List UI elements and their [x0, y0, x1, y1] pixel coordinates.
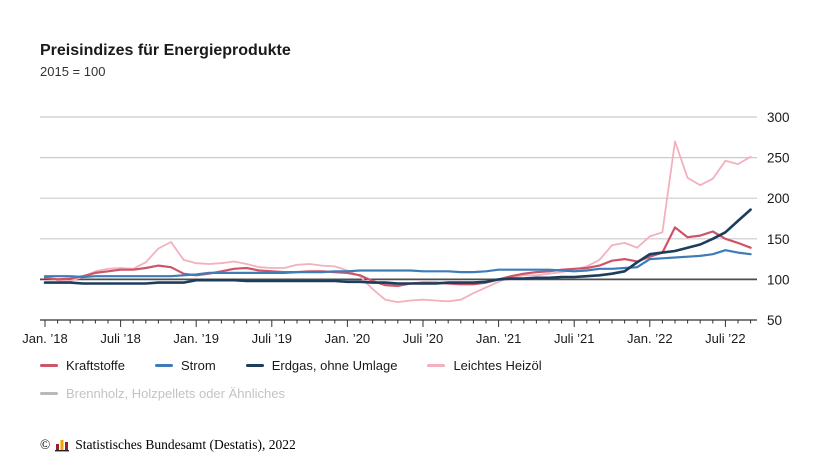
svg-text:250: 250 — [767, 151, 790, 166]
legend-swatch — [40, 364, 58, 367]
copyright-symbol: © — [40, 437, 51, 452]
svg-text:Jan. ’21: Jan. ’21 — [476, 331, 522, 346]
legend-label: Leichtes Heizöl — [453, 358, 542, 373]
series-line-1 — [43, 249, 752, 279]
series-line-0 — [43, 226, 752, 287]
legend-label: Brennholz, Holzpellets oder Ähnliches — [66, 386, 285, 401]
svg-text:Juli ’18: Juli ’18 — [100, 331, 140, 346]
legend-swatch — [40, 392, 58, 395]
copyright-note: © Statistisches Bundesamt (Destatis), 20… — [40, 437, 296, 453]
legend-swatch — [155, 364, 174, 367]
legend-swatch — [245, 364, 264, 367]
series-line-3 — [44, 140, 752, 304]
svg-text:Jan. ’20: Jan. ’20 — [325, 331, 371, 346]
svg-text:50: 50 — [767, 313, 782, 328]
chart-title: Preisindizes für Energieprodukte — [40, 42, 291, 59]
svg-text:150: 150 — [767, 232, 790, 247]
svg-text:200: 200 — [767, 191, 790, 206]
chart-legend-row-1: Kraftstoffe Strom Erdgas, ohne Umlage Leich… — [40, 358, 572, 373]
legend-label: Strom — [181, 358, 216, 373]
svg-text:300: 300 — [767, 110, 790, 125]
svg-text:Juli ’22: Juli ’22 — [705, 331, 745, 346]
series-line-2 — [43, 208, 752, 285]
svg-text:Jan. ’19: Jan. ’19 — [173, 331, 219, 346]
legend-item-4[interactable]: Brennholz, Holzpellets oder Ähnliches — [40, 386, 285, 401]
legend-label: Erdgas, ohne Umlage — [271, 358, 398, 373]
svg-text:Juli ’19: Juli ’19 — [252, 331, 292, 346]
footer-text: Statistisches Bundesamt (Destatis), 2022 — [75, 437, 296, 452]
svg-text:Jan. ’18: Jan. ’18 — [22, 331, 68, 346]
legend-item-3[interactable]: Leichtes Heizöl — [427, 358, 542, 373]
destatis-logo-icon — [55, 439, 70, 452]
svg-text:Juli ’20: Juli ’20 — [403, 331, 443, 346]
legend-item-0[interactable]: Kraftstoffe — [40, 358, 125, 373]
legend-item-2[interactable]: Erdgas, ohne Umlage — [245, 358, 398, 373]
chart-legend-row-2: Brennholz, Holzpellets oder Ähnliches — [40, 386, 315, 401]
svg-text:Jan. ’22: Jan. ’22 — [627, 331, 673, 346]
chart-subtitle: 2015 = 100 — [40, 64, 106, 79]
svg-text:Juli ’21: Juli ’21 — [554, 331, 594, 346]
svg-text:100: 100 — [767, 272, 790, 287]
legend-label: Kraftstoffe — [66, 358, 126, 373]
legend-item-1[interactable]: Strom — [155, 358, 216, 373]
legend-swatch — [427, 364, 446, 367]
